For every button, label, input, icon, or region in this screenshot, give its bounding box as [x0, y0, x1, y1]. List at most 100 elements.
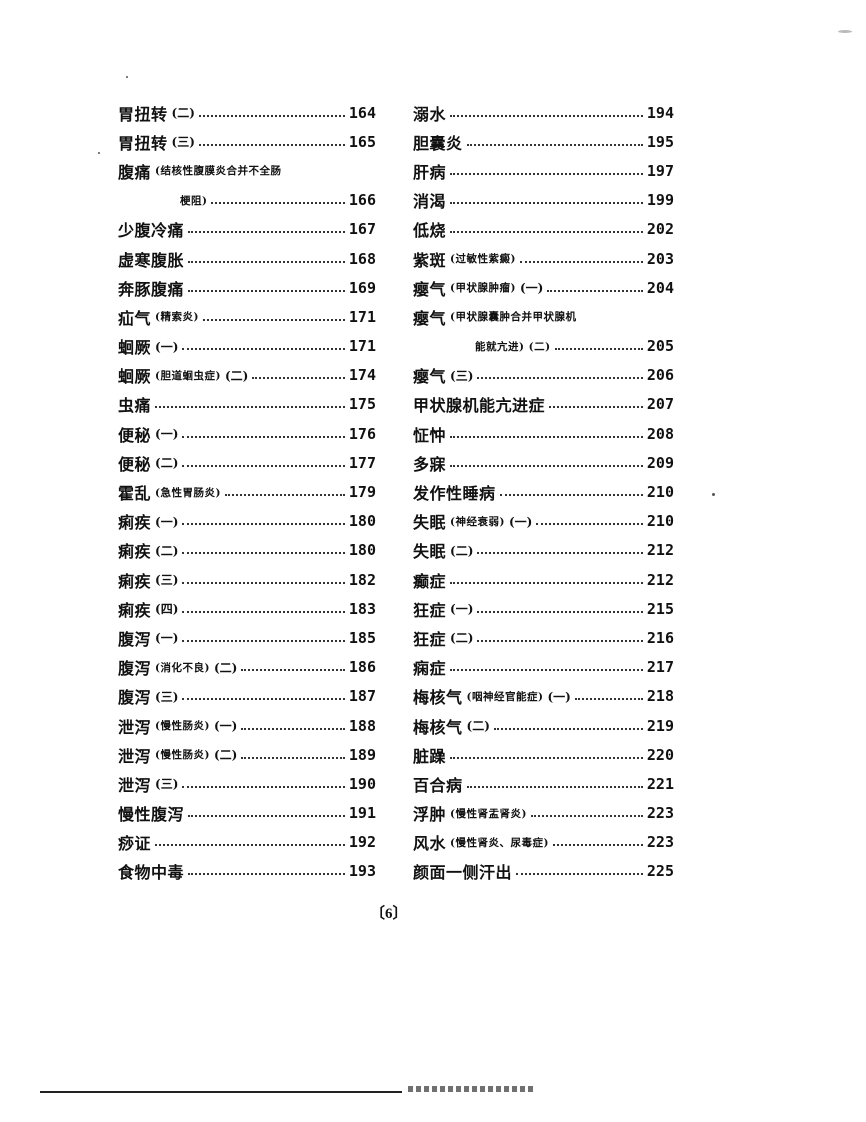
entry-title: 痢疾	[118, 571, 152, 591]
toc-entry[interactable]: 痢疾 (三) 182	[118, 565, 376, 594]
entry-note: (慢性肾炎、尿毒症)	[450, 836, 549, 849]
toc-entry[interactable]: 多寐 209	[413, 448, 674, 477]
toc-entry[interactable]: 怔忡 208	[413, 419, 674, 448]
entry-part: (三)	[155, 573, 179, 588]
toc-entry[interactable]: 慢性腹泻 191	[118, 799, 376, 828]
entry-note: (慢性肾盂肾炎)	[450, 807, 527, 820]
toc-entry[interactable]: 虚寒腹胀 168	[118, 244, 376, 273]
dot-leader	[182, 435, 345, 438]
dot-leader	[188, 231, 345, 234]
toc-entry[interactable]: 脏躁 220	[413, 740, 674, 769]
toc-entry[interactable]: 胆囊炎 195	[413, 127, 674, 156]
entry-title: 便秘	[118, 425, 152, 445]
toc-entry[interactable]: 腹泻 (三) 187	[118, 682, 376, 711]
dot-leader	[466, 785, 643, 788]
toc-entry[interactable]: 梅核气 (二) 219	[413, 711, 674, 740]
toc-entry[interactable]: 痢疾 (四) 183	[118, 594, 376, 623]
entry-page: 192	[348, 833, 376, 852]
entry-title: 痫症	[413, 659, 447, 679]
toc-entry[interactable]: 癫症 212	[413, 565, 674, 594]
dot-leader	[450, 669, 643, 672]
toc-entry[interactable]: 胃扭转 (二) 164	[118, 98, 376, 127]
dot-leader	[530, 815, 643, 818]
toc-entry[interactable]: 疝气 (精索炎) 171	[118, 302, 376, 331]
entry-part: (二)	[224, 368, 249, 383]
entry-part: (一)	[508, 514, 533, 529]
entry-title: 怔忡	[413, 425, 447, 445]
entry-title: 发作性睡病	[413, 484, 496, 504]
toc-entry[interactable]: 消渴 199	[413, 186, 674, 215]
scan-artifact	[408, 1086, 534, 1092]
entry-note: (甲状腺囊肿合并甲状腺机	[450, 311, 577, 324]
toc-entry[interactable]: 甲状腺机能亢进症 207	[413, 390, 674, 419]
toc-entry[interactable]: 低烧 202	[413, 215, 674, 244]
toc-entry[interactable]: 霍乱 (急性胃肠炎) 179	[118, 477, 376, 506]
dot-leader	[198, 143, 345, 146]
entry-title: 泄泻	[118, 746, 152, 766]
entry-part: (一)	[155, 514, 179, 529]
toc-entry[interactable]: 食物中毒 193	[118, 857, 376, 886]
entry-title: 颜面一侧汗出	[413, 863, 513, 883]
toc-entry[interactable]: 紫斑 (过敏性紫癜) 203	[413, 244, 674, 273]
entry-page: 221	[646, 774, 674, 793]
toc-entry[interactable]: 颜面一侧汗出 225	[413, 857, 674, 886]
toc-entry[interactable]: 痧证 192	[118, 828, 376, 857]
toc-entry[interactable]: 瘿气 (甲状腺肿瘤) (一) 204	[413, 273, 674, 302]
dot-leader	[182, 581, 345, 584]
toc-entry[interactable]: 蛔厥 (一) 171	[118, 332, 376, 361]
toc-entry[interactable]: 便秘 (一) 176	[118, 419, 376, 448]
entry-page: 195	[646, 132, 674, 151]
toc-entry[interactable]: 泄泻 (慢性肠炎) (二) 189	[118, 740, 376, 769]
toc-entry[interactable]: 百合病 221	[413, 769, 674, 798]
toc-entry[interactable]: 痫症 217	[413, 653, 674, 682]
entry-page: 194	[646, 103, 674, 122]
toc-entry[interactable]: 失眠 (二) 212	[413, 536, 674, 565]
toc-entry[interactable]: 胃扭转 (三) 165	[118, 127, 376, 156]
toc-left-column: 胃扭转 (二) 164 胃扭转 (三) 165 腹痛 (结核性腹膜炎合并不全肠 梗阻) 166 少腹…	[118, 98, 376, 886]
entry-title: 痢疾	[118, 513, 152, 533]
entry-page: 225	[646, 862, 674, 881]
toc-entry[interactable]: 狂症 (二) 216	[413, 623, 674, 652]
entry-title: 瘿气	[413, 367, 447, 387]
toc-entry[interactable]: 狂症 (一) 215	[413, 594, 674, 623]
entry-page: 171	[348, 307, 376, 326]
toc-entry[interactable]: 蛔厥 (胆道蛔虫症) (二) 174	[118, 361, 376, 390]
entry-title: 痧证	[118, 834, 152, 854]
entry-note: (神经衰弱)	[450, 515, 505, 528]
dot-leader	[466, 143, 643, 146]
entry-page: 171	[348, 337, 376, 356]
entry-title: 泄泻	[118, 775, 152, 795]
toc-entry[interactable]: 发作性睡病 210	[413, 477, 674, 506]
toc-entry[interactable]: 便秘 (二) 177	[118, 448, 376, 477]
entry-part: (三)	[155, 689, 179, 704]
toc-entry[interactable]: 泄泻 (慢性肠炎) (一) 188	[118, 711, 376, 740]
toc-entry[interactable]: 腹痛 (结核性腹膜炎合并不全肠	[118, 156, 376, 185]
toc-entry[interactable]: 痢疾 (二) 180	[118, 536, 376, 565]
toc-entry[interactable]: 痢疾 (一) 180	[118, 507, 376, 536]
toc-entry[interactable]: 浮肿 (慢性肾盂肾炎) 223	[413, 799, 674, 828]
toc-entry[interactable]: 腹泻 (消化不良) (二) 186	[118, 653, 376, 682]
toc-entry[interactable]: 虫痛 175	[118, 390, 376, 419]
entry-page: 180	[348, 512, 376, 531]
entry-title: 脏躁	[413, 746, 447, 766]
toc-entry[interactable]: 溺水 194	[413, 98, 674, 127]
dot-leader	[198, 114, 345, 117]
dot-leader	[450, 114, 643, 117]
entry-page: 164	[348, 103, 376, 122]
toc-entry[interactable]: 瘿气 (甲状腺囊肿合并甲状腺机	[413, 302, 674, 331]
toc-entry[interactable]: 风水 (慢性肾炎、尿毒症) 223	[413, 828, 674, 857]
scan-speck	[126, 76, 128, 78]
toc-entry[interactable]: 肝病 197	[413, 156, 674, 185]
entry-note-continuation: 能就亢进) (二)	[475, 340, 551, 353]
toc-entry[interactable]: 少腹冷痛 167	[118, 215, 376, 244]
toc-entry[interactable]: 失眠 (神经衰弱) (一) 210	[413, 507, 674, 536]
toc-entry[interactable]: 腹泻 (一) 185	[118, 623, 376, 652]
dot-leader	[155, 406, 345, 409]
entry-page: 197	[646, 161, 674, 180]
toc-entry[interactable]: 泄泻 (三) 190	[118, 769, 376, 798]
toc-entry[interactable]: 瘿气 (三) 206	[413, 361, 674, 390]
toc-entry[interactable]: 奔豚腹痛 169	[118, 273, 376, 302]
toc-entry[interactable]: 梅核气 (咽神经官能症) (一) 218	[413, 682, 674, 711]
entry-page: 182	[348, 570, 376, 589]
dot-leader	[450, 231, 643, 234]
